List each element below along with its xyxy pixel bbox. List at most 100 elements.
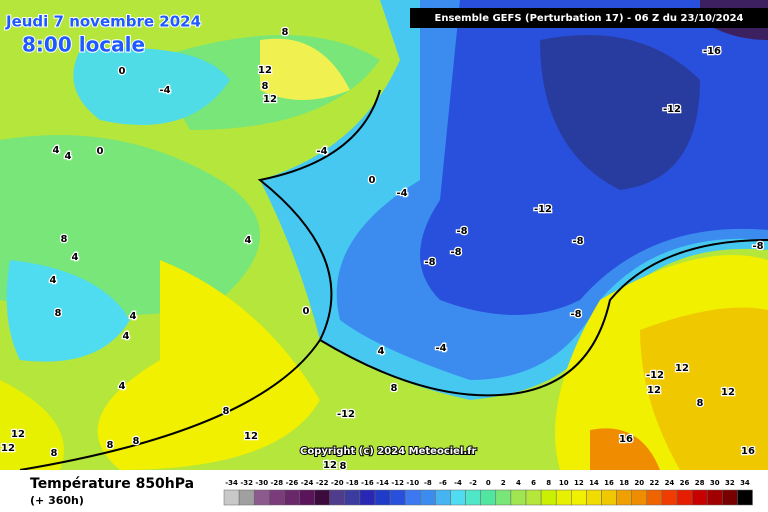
contour-label: 0 bbox=[303, 306, 310, 317]
contour-label: 8 bbox=[107, 440, 114, 451]
colorbar-swatch bbox=[495, 489, 512, 506]
contour-label: -4 bbox=[396, 188, 407, 199]
colorbar-tick-label: 28 bbox=[695, 479, 705, 487]
contour-label: -12 bbox=[646, 370, 664, 381]
contour-label: 8 bbox=[51, 448, 58, 459]
colorbar-swatch bbox=[284, 489, 300, 506]
contour-label: 12 bbox=[323, 460, 337, 471]
date-title: Jeudi 7 novembre 2024 bbox=[5, 13, 201, 31]
colorbar-tick-label: -10 bbox=[406, 479, 419, 487]
colorbar-tick-label: 30 bbox=[710, 479, 720, 487]
colorbar-tick-label: -24 bbox=[301, 479, 314, 487]
colorbar-swatch bbox=[450, 489, 466, 506]
contour-label: -16 bbox=[703, 46, 721, 57]
lead-time: (+ 360h) bbox=[30, 494, 84, 507]
colorbar-tick-label: 34 bbox=[740, 479, 750, 487]
contour-label: 12 bbox=[675, 363, 689, 374]
contour-label: 8 bbox=[223, 406, 230, 417]
colorbar-swatch bbox=[253, 489, 270, 506]
colorbar-tick-label: 20 bbox=[634, 479, 644, 487]
colorbar-tick-label: -32 bbox=[240, 479, 253, 487]
contour-label: -12 bbox=[663, 104, 681, 115]
contour-label: 4 bbox=[119, 381, 126, 392]
contour-label: -12 bbox=[534, 204, 552, 215]
colorbar-swatch bbox=[465, 489, 481, 506]
contour-label: 12 bbox=[263, 94, 277, 105]
contour-label: 4 bbox=[53, 145, 60, 156]
colorbar-swatch bbox=[525, 489, 542, 506]
colorbar-tick-label: -2 bbox=[469, 479, 477, 487]
contour-label: 8 bbox=[55, 308, 62, 319]
colorbar-tick-label: 10 bbox=[559, 479, 569, 487]
contour-label: 4 bbox=[50, 275, 57, 286]
colorbar-swatch bbox=[616, 489, 632, 506]
colorbar-swatch bbox=[314, 489, 330, 506]
colorbar-swatch bbox=[435, 489, 451, 506]
colorbar-swatch bbox=[238, 489, 255, 506]
colorbar-swatch bbox=[389, 489, 406, 506]
colorbar-tick-label: -30 bbox=[255, 479, 268, 487]
colorbar-tick-label: 12 bbox=[574, 479, 584, 487]
model-box bbox=[410, 8, 768, 28]
contour-label: 8 bbox=[697, 398, 704, 409]
colorbar-tick-label: -34 bbox=[225, 479, 238, 487]
colorbar-tick-label: 14 bbox=[589, 479, 599, 487]
colorbar-swatch bbox=[359, 489, 376, 506]
time-title: 8:00 locale bbox=[22, 33, 145, 57]
contour-label: -4 bbox=[159, 85, 170, 96]
colorbar-tick-label: 16 bbox=[604, 479, 614, 487]
contour-label: 0 bbox=[369, 175, 376, 186]
colorbar-tick-label: -12 bbox=[391, 479, 404, 487]
contour-label: 8 bbox=[133, 436, 140, 447]
contour-label: -8 bbox=[424, 257, 435, 268]
contour-label: 4 bbox=[72, 252, 79, 263]
contour-label: 12 bbox=[258, 65, 272, 76]
colorbar-tick-label: -14 bbox=[376, 479, 389, 487]
colorbar-tick-label: -20 bbox=[331, 479, 344, 487]
colorbar-swatch bbox=[737, 489, 753, 506]
colorbar-tick-label: 8 bbox=[546, 479, 551, 487]
colorbar-tick-label: -28 bbox=[271, 479, 284, 487]
colorbar-tick-label: 2 bbox=[501, 479, 506, 487]
contour-label: 8 bbox=[391, 383, 398, 394]
colorbar-swatch bbox=[374, 489, 391, 506]
colorbar-swatch bbox=[631, 489, 648, 506]
colorbar-swatch bbox=[676, 489, 693, 506]
contour-label: 8 bbox=[282, 27, 289, 38]
contour-label: -12 bbox=[337, 409, 355, 420]
contour-label: 4 bbox=[130, 311, 137, 322]
colorbar-swatch bbox=[223, 489, 240, 506]
colorbar-tick-label: -6 bbox=[439, 479, 447, 487]
colorbar-tick-label: -22 bbox=[316, 479, 329, 487]
contour-label: 12 bbox=[647, 385, 661, 396]
contour-label: 4 bbox=[123, 331, 130, 342]
contour-label: -8 bbox=[450, 247, 461, 258]
colorbar-swatch bbox=[722, 489, 738, 506]
colorbar-tick-label: -18 bbox=[346, 479, 359, 487]
colorbar-tick-label: 22 bbox=[649, 479, 659, 487]
colorbar-tick-label: 4 bbox=[516, 479, 521, 487]
contour-label: 0 bbox=[119, 66, 126, 77]
colorbar-swatch bbox=[420, 489, 436, 506]
colorbar-tick-label: 24 bbox=[665, 479, 675, 487]
contour-label: 12 bbox=[11, 429, 25, 440]
contour-label: 4 bbox=[245, 235, 252, 246]
contour-label: -8 bbox=[752, 241, 763, 252]
variable-label: Température 850hPa bbox=[30, 476, 194, 492]
contour-label: 12 bbox=[721, 387, 735, 398]
colorbar-tick-label: 6 bbox=[531, 479, 536, 487]
colorbar-swatch bbox=[601, 489, 617, 506]
copyright: Copyright (c) 2024 Meteociel.fr bbox=[300, 446, 477, 457]
colorbar-tick-label: -8 bbox=[424, 479, 432, 487]
contour-label: 4 bbox=[378, 346, 385, 357]
contour-label: -8 bbox=[570, 309, 581, 320]
contour-label: 16 bbox=[741, 446, 755, 457]
colorbar-swatch bbox=[646, 489, 663, 506]
colorbar-swatch bbox=[706, 489, 723, 506]
contour-label: -8 bbox=[456, 226, 467, 237]
colorbar-swatch bbox=[540, 489, 557, 506]
colorbar-swatch bbox=[510, 489, 527, 506]
colorbar-tick-label: -4 bbox=[454, 479, 462, 487]
colorbar-tick-label: 0 bbox=[486, 479, 491, 487]
